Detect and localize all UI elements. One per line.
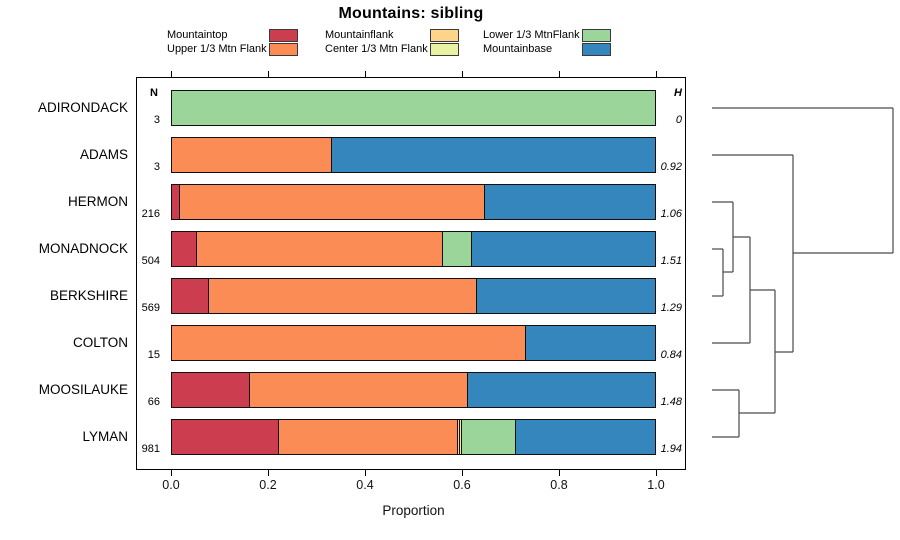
x-axis-tick-bottom <box>365 470 367 476</box>
n-value: 15 <box>147 349 160 361</box>
x-axis-tick-bottom <box>559 470 561 476</box>
n-value: 66 <box>147 396 160 408</box>
bar <box>171 184 656 220</box>
bar-segment <box>249 373 467 407</box>
h-value: 1.48 <box>660 396 682 408</box>
row-label: HERMON <box>68 194 128 209</box>
bar-segment <box>172 91 655 125</box>
n-value: 504 <box>141 255 160 267</box>
legend-label: Mountaintop <box>167 29 228 41</box>
x-axis-tick-bottom <box>656 470 658 476</box>
bar <box>171 419 656 455</box>
n-value: 981 <box>141 443 160 455</box>
legend-label: Upper 1/3 Mtn Flank <box>167 43 267 55</box>
bar <box>171 278 656 314</box>
bar-segment <box>524 326 655 360</box>
n-value: 3 <box>153 114 160 126</box>
row-label: BERKSHIRE <box>49 288 128 303</box>
bar <box>171 137 656 173</box>
h-value: 1.29 <box>660 302 682 314</box>
row-label: MONADNOCK <box>38 241 128 256</box>
x-axis-tick-label: 0.6 <box>453 478 471 492</box>
row-label: ADAMS <box>79 147 128 162</box>
x-axis-tick-label: 1.0 <box>647 478 665 492</box>
x-axis-tick-label: 0.8 <box>550 478 568 492</box>
n-value: 216 <box>141 208 160 220</box>
bar-segment <box>442 232 472 266</box>
legend-swatch <box>269 29 298 42</box>
row-label: ADIRONDACK <box>37 100 128 115</box>
h-value: 1.94 <box>660 443 682 455</box>
legend-swatch <box>582 43 611 56</box>
row-label: COLTON <box>72 335 128 350</box>
bar-segment <box>172 138 332 172</box>
x-axis-tick-top <box>365 71 367 77</box>
bar-segment <box>456 420 459 454</box>
bar <box>171 325 656 361</box>
legend-swatch <box>269 43 298 56</box>
row-label: MOOSILAUKE <box>38 382 128 397</box>
bar <box>171 372 656 408</box>
bar-segment <box>460 420 515 454</box>
x-axis-tick-top <box>462 71 464 77</box>
bar-segment <box>476 279 655 313</box>
bar-segment <box>172 326 525 360</box>
legend-label: Lower 1/3 MtnFlank <box>483 29 580 41</box>
x-axis-title: Proportion <box>382 503 445 518</box>
bar-segment <box>208 279 477 313</box>
bar-segment <box>331 138 655 172</box>
legend-swatch <box>430 29 459 42</box>
x-axis-tick-label: 0.4 <box>356 478 374 492</box>
x-axis-tick-bottom <box>171 470 173 476</box>
bar-segment <box>172 420 279 454</box>
bar-segment <box>196 232 443 266</box>
legend-swatch <box>430 43 459 56</box>
x-axis-tick-top <box>559 71 561 77</box>
x-axis-tick-bottom <box>268 470 270 476</box>
legend-label: Center 1/3 Mtn Flank <box>325 43 428 55</box>
bar-segment <box>172 185 180 219</box>
row-label: LYMAN <box>82 429 128 444</box>
x-axis-tick-top <box>656 71 658 77</box>
bar-segment <box>458 420 461 454</box>
h-value: 0 <box>675 114 682 126</box>
x-axis-tick-label: 0.0 <box>162 478 180 492</box>
h-value: 0.92 <box>660 161 682 173</box>
h-value: 1.06 <box>660 208 682 220</box>
n-value: 3 <box>153 161 160 173</box>
bar-segment <box>172 373 250 407</box>
legend-swatch <box>582 29 611 42</box>
n-value: 569 <box>141 302 160 314</box>
legend-label: Mountainbase <box>483 43 553 55</box>
bar <box>171 231 656 267</box>
x-axis-tick-label: 0.2 <box>259 478 277 492</box>
chart-title: Mountains: sibling <box>338 5 484 22</box>
x-axis-tick-bottom <box>462 470 464 476</box>
h-column-header: H <box>674 87 682 99</box>
x-axis-tick-top <box>171 71 173 77</box>
bar-segment <box>471 232 655 266</box>
h-value: 1.51 <box>660 255 682 267</box>
x-axis-tick-top <box>268 71 270 77</box>
h-value: 0.84 <box>660 349 682 361</box>
n-column-header: N <box>150 87 158 99</box>
bar-segment <box>483 185 655 219</box>
bar-segment <box>278 420 457 454</box>
bar-segment <box>172 279 209 313</box>
bar-segment <box>172 232 197 266</box>
bar-segment <box>514 420 655 454</box>
bar-segment <box>179 185 484 219</box>
bar-segment <box>466 373 655 407</box>
bar <box>171 90 656 126</box>
legend-label: Mountainflank <box>325 29 394 41</box>
